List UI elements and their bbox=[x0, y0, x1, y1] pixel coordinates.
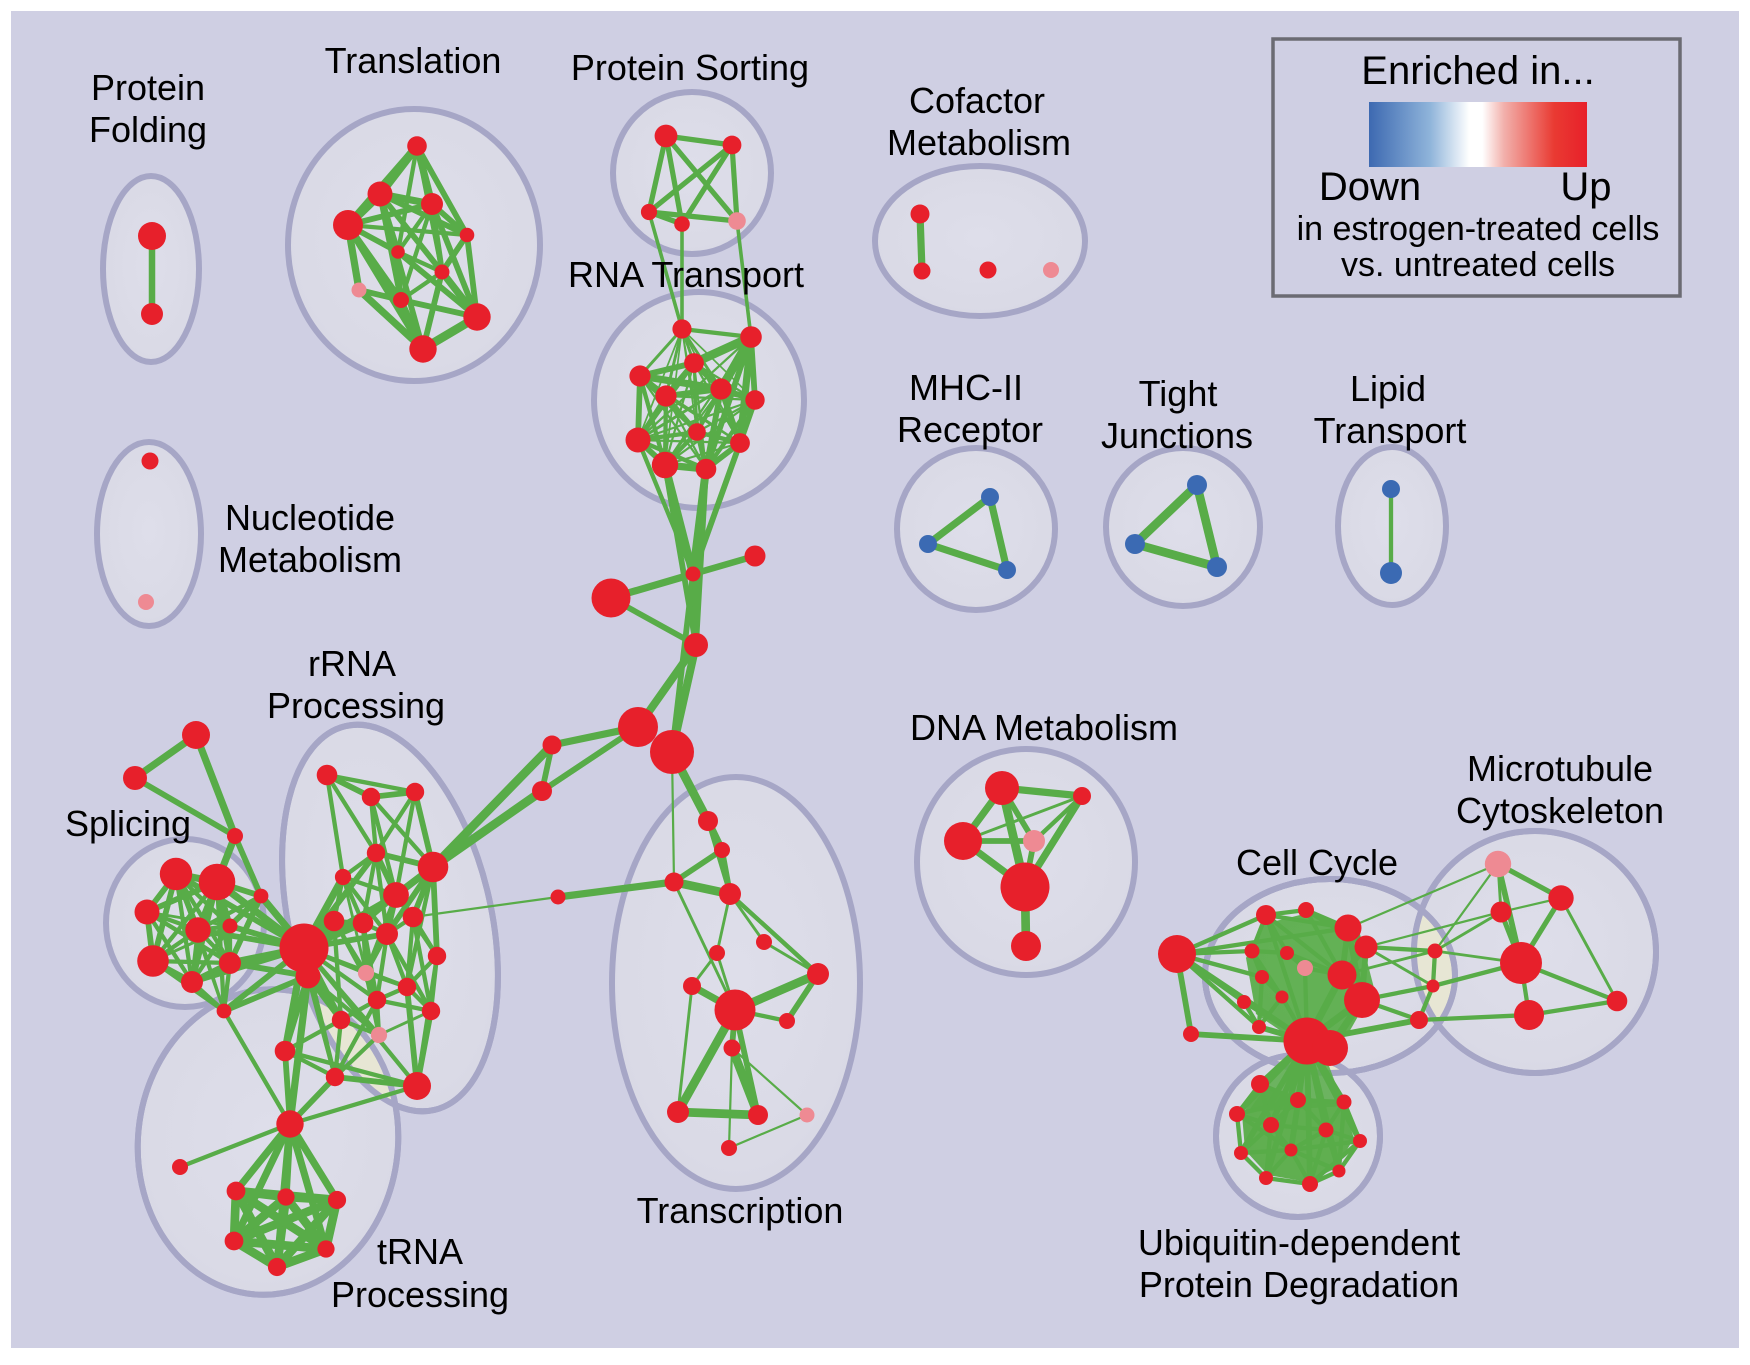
svg-text:Translation: Translation bbox=[325, 40, 502, 81]
svg-text:Protein: Protein bbox=[91, 67, 205, 108]
svg-text:rRNA: rRNA bbox=[308, 643, 396, 684]
svg-text:Metabolism: Metabolism bbox=[887, 122, 1071, 163]
svg-text:DNA Metabolism: DNA Metabolism bbox=[910, 707, 1178, 748]
svg-text:Cytoskeleton: Cytoskeleton bbox=[1456, 790, 1664, 831]
svg-text:Protein Sorting: Protein Sorting bbox=[571, 47, 809, 88]
svg-text:Processing: Processing bbox=[331, 1274, 509, 1315]
svg-text:Tight: Tight bbox=[1139, 373, 1218, 414]
svg-text:Processing: Processing bbox=[267, 685, 445, 726]
svg-text:Transcription: Transcription bbox=[637, 1190, 844, 1231]
svg-text:in estrogen-treated cells: in estrogen-treated cells bbox=[1297, 210, 1660, 248]
svg-text:Folding: Folding bbox=[89, 109, 207, 150]
svg-text:Cell Cycle: Cell Cycle bbox=[1236, 842, 1398, 883]
svg-text:vs. untreated cells: vs. untreated cells bbox=[1341, 246, 1615, 284]
svg-text:Transport: Transport bbox=[1314, 410, 1467, 451]
svg-text:Protein Degradation: Protein Degradation bbox=[1139, 1264, 1459, 1305]
svg-text:Nucleotide: Nucleotide bbox=[225, 497, 395, 538]
svg-text:Receptor: Receptor bbox=[897, 409, 1043, 450]
svg-text:Ubiquitin-dependent: Ubiquitin-dependent bbox=[1138, 1222, 1460, 1263]
svg-text:Metabolism: Metabolism bbox=[218, 539, 402, 580]
svg-text:MHC-II: MHC-II bbox=[909, 367, 1023, 408]
svg-text:Lipid: Lipid bbox=[1350, 368, 1426, 409]
svg-text:Down: Down bbox=[1319, 165, 1421, 209]
svg-text:Up: Up bbox=[1560, 165, 1611, 209]
svg-text:RNA Transport: RNA Transport bbox=[568, 254, 804, 295]
svg-text:Enriched in...: Enriched in... bbox=[1361, 49, 1594, 93]
svg-text:Microtubule: Microtubule bbox=[1467, 748, 1653, 789]
svg-text:Junctions: Junctions bbox=[1101, 415, 1253, 456]
svg-text:Cofactor: Cofactor bbox=[909, 80, 1045, 121]
svg-text:Splicing: Splicing bbox=[65, 803, 191, 844]
svg-text:tRNA: tRNA bbox=[377, 1231, 463, 1272]
